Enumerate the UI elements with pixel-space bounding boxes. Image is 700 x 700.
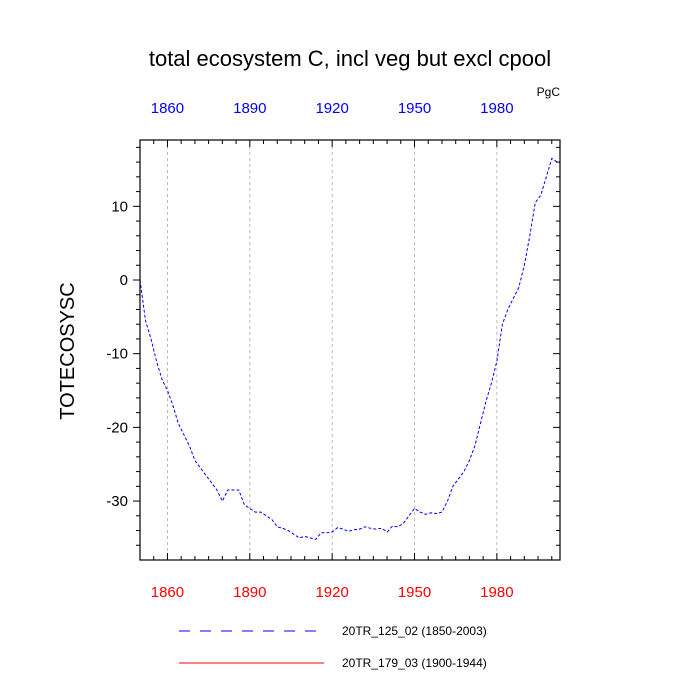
units-label: PgC xyxy=(537,85,561,99)
x-tick-label-bottom-1980: 1980 xyxy=(480,584,513,601)
y-tick-label--20: -20 xyxy=(106,419,128,436)
legend: 20TR_125_02 (1850-2003) 20TR_179_03 (1900… xyxy=(179,624,487,670)
x-tick-label-top-1950: 1950 xyxy=(398,100,431,117)
y-tick-label--10: -10 xyxy=(106,346,128,363)
x-tick-label-bottom-1920: 1920 xyxy=(315,584,348,601)
series-layer xyxy=(139,157,560,540)
y-axis-label: TOTECOSYSC xyxy=(57,282,79,419)
x-tick-label-bottom-1950: 1950 xyxy=(398,584,431,601)
ticks-layer: 1860 1860 1890 1890 1920 1920 1950 1950 1980 1980… xyxy=(106,100,560,601)
chart-title: total ecosystem C, incl veg but excl cpo… xyxy=(149,46,551,71)
plot-frame xyxy=(139,139,561,561)
series-line-1 xyxy=(139,157,560,540)
y-tick-label-0: 0 xyxy=(120,272,128,289)
y-tick-label--30: -30 xyxy=(106,493,128,510)
grid-lines xyxy=(167,140,498,560)
x-tick-label-top-1860: 1860 xyxy=(151,100,184,117)
legend-label-1: 20TR_125_02 (1850-2003) xyxy=(342,624,487,638)
x-tick-label-top-1980: 1980 xyxy=(480,100,513,117)
x-tick-label-bottom-1890: 1890 xyxy=(233,584,266,601)
y-tick-label-10: 10 xyxy=(111,198,128,215)
x-tick-label-bottom-1860: 1860 xyxy=(151,584,184,601)
legend-label-2: 20TR_179_03 (1900-1944) xyxy=(342,656,487,670)
x-tick-label-top-1920: 1920 xyxy=(315,100,348,117)
x-tick-label-top-1890: 1890 xyxy=(233,100,266,117)
